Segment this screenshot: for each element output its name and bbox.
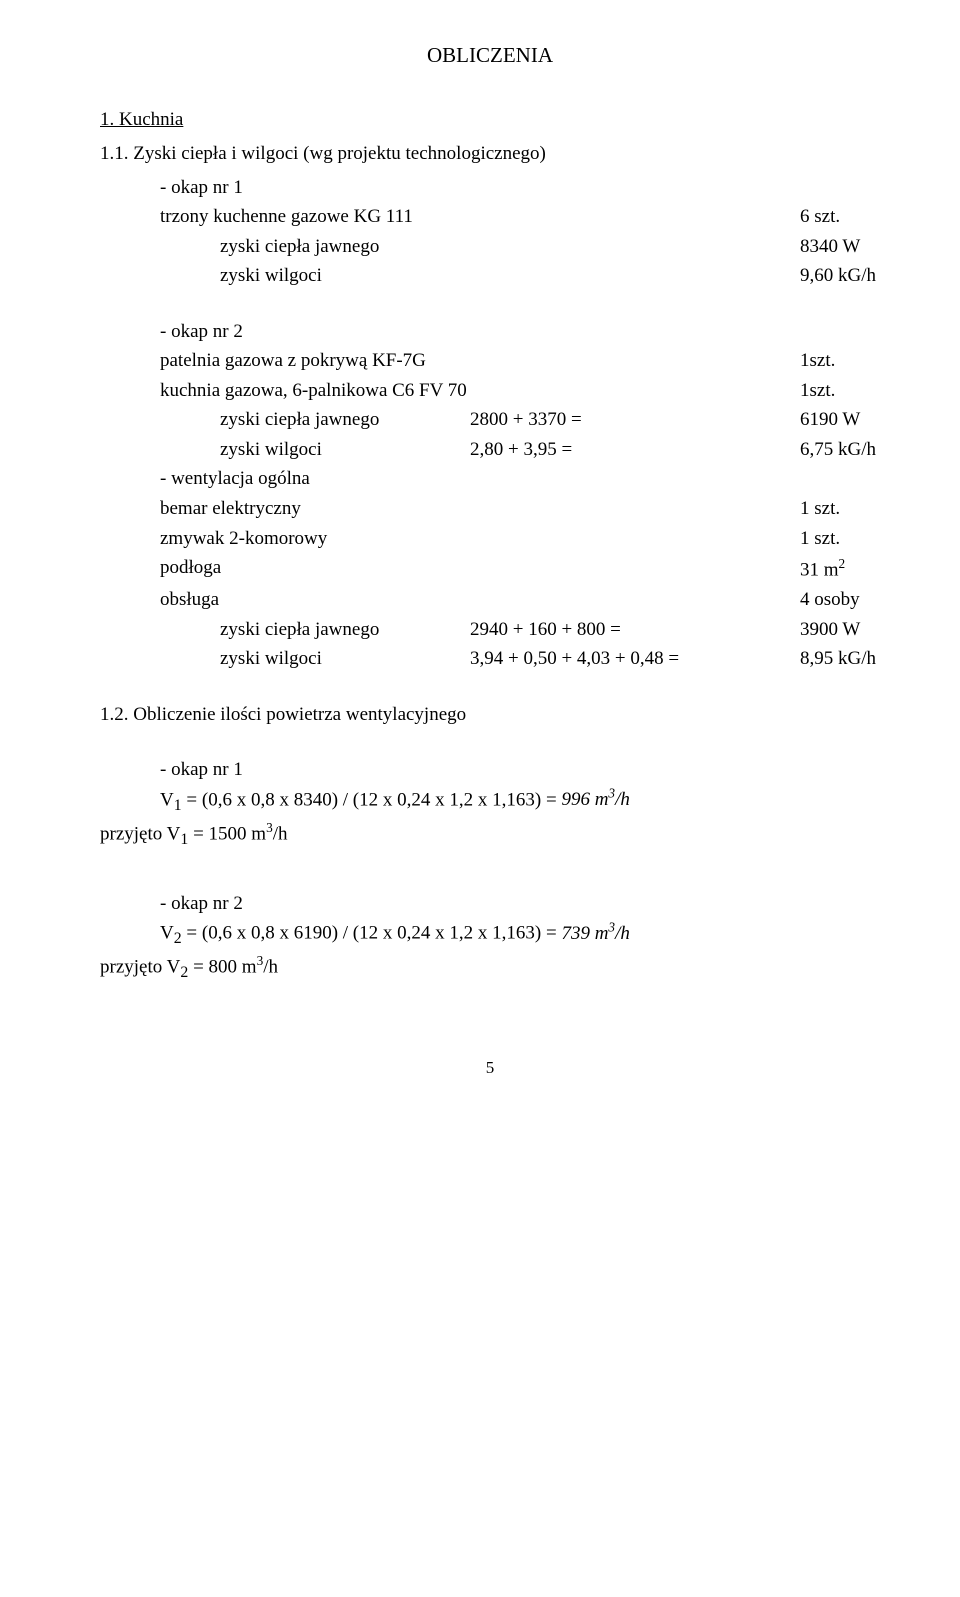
patelnia-row: patelnia gazowa z pokrywą KF-7G 1szt. (100, 347, 880, 375)
okap-2-label: - okap nr 2 (100, 318, 880, 346)
okap-1-label: - okap nr 1 (100, 174, 880, 202)
okap1-zw-row: zyski wilgoci 9,60 kG/h (100, 262, 880, 290)
went-zcj-mid: 2940 + 160 + 800 = (470, 616, 800, 644)
okap2-zw-val: 6,75 kG/h (800, 436, 940, 464)
okap2-zcj-val: 6190 W (800, 406, 940, 434)
page-title: OBLICZENIA (100, 40, 880, 70)
went-zw-label: zyski wilgoci (220, 645, 470, 673)
kuchnia-row: kuchnia gazowa, 6-palnikowa C6 FV 70 1sz… (100, 377, 880, 405)
podloga-row: podłoga 31 m2 (100, 554, 880, 584)
zmywak-label: zmywak 2-komorowy (160, 525, 800, 553)
okap2-zcj-row: zyski ciepła jawnego 2800 + 3370 = 6190 … (100, 406, 880, 434)
obsluga-label: obsługa (160, 586, 800, 614)
wentylacja-label: - wentylacja ogólna (100, 465, 880, 493)
went-zw-val: 8,95 kG/h (800, 645, 940, 673)
went-zw-mid: 3,94 + 0,50 + 4,03 + 0,48 = (470, 645, 800, 673)
kuchnia-label: kuchnia gazowa, 6-palnikowa C6 FV 70 (160, 377, 800, 405)
went-zcj-row: zyski ciepła jawnego 2940 + 160 + 800 = … (100, 616, 880, 644)
went-zcj-val: 3900 W (800, 616, 940, 644)
podloga-val: 31 m2 (800, 554, 940, 584)
okap1-zcj-label: zyski ciepła jawnego (220, 233, 800, 261)
okap1-zw-label: zyski wilgoci (220, 262, 800, 290)
podloga-label: podłoga (160, 554, 800, 584)
s12-okap2-formula: V2 = (0,6 x 0,8 x 6190) / (12 x 0,24 x 1… (100, 917, 880, 951)
s12-okap2-label: - okap nr 2 (100, 890, 880, 918)
zmywak-val: 1 szt. (800, 525, 940, 553)
trzony-row: trzony kuchenne gazowe KG 111 6 szt. (100, 203, 880, 231)
okap2-zw-mid: 2,80 + 3,95 = (470, 436, 800, 464)
obsluga-val: 4 osoby (800, 586, 940, 614)
s12-okap2-przyjeto: przyjęto V2 = 800 m3/h (100, 951, 880, 985)
zmywak-row: zmywak 2-komorowy 1 szt. (100, 525, 880, 553)
went-zw-row: zyski wilgoci 3,94 + 0,50 + 4,03 + 0,48 … (100, 645, 880, 673)
okap1-zw-val: 9,60 kG/h (800, 262, 940, 290)
page-number: 5 (100, 1056, 880, 1081)
okap2-zw-row: zyski wilgoci 2,80 + 3,95 = 6,75 kG/h (100, 436, 880, 464)
bemar-val: 1 szt. (800, 495, 940, 523)
okap1-zcj-val: 8340 W (800, 233, 940, 261)
okap1-zcj-row: zyski ciepła jawnego 8340 W (100, 233, 880, 261)
okap2-zcj-mid: 2800 + 3370 = (470, 406, 800, 434)
s12-okap1-przyjeto: przyjęto V1 = 1500 m3/h (100, 818, 880, 852)
bemar-row: bemar elektryczny 1 szt. (100, 495, 880, 523)
section-1-2-heading: 1.2. Obliczenie ilości powietrza wentyla… (100, 701, 880, 729)
section-1-heading: 1. Kuchnia (100, 106, 880, 134)
bemar-label: bemar elektryczny (160, 495, 800, 523)
section-1-1-heading: 1.1. Zyski ciepła i wilgoci (wg projektu… (100, 140, 880, 168)
patelnia-val: 1szt. (800, 347, 940, 375)
trzony-val: 6 szt. (800, 203, 940, 231)
s12-okap1-label: - okap nr 1 (100, 756, 880, 784)
patelnia-label: patelnia gazowa z pokrywą KF-7G (160, 347, 800, 375)
okap2-zcj-label: zyski ciepła jawnego (220, 406, 470, 434)
s12-okap1-formula: V1 = (0,6 x 0,8 x 8340) / (12 x 0,24 x 1… (100, 784, 880, 818)
trzony-label: trzony kuchenne gazowe KG 111 (160, 203, 800, 231)
okap2-zw-label: zyski wilgoci (220, 436, 470, 464)
kuchnia-val: 1szt. (800, 377, 940, 405)
obsluga-row: obsługa 4 osoby (100, 586, 880, 614)
went-zcj-label: zyski ciepła jawnego (220, 616, 470, 644)
